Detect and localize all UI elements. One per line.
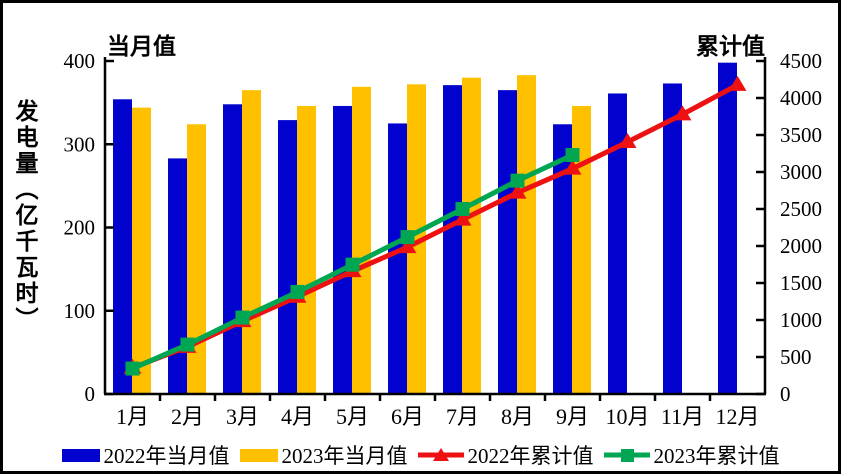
svg-text:300: 300: [64, 132, 96, 156]
svg-text:100: 100: [64, 299, 96, 323]
svg-text:11月: 11月: [661, 404, 704, 429]
svg-text:12月: 12月: [715, 404, 759, 429]
svg-text:0: 0: [85, 382, 96, 406]
legend-swatch-2022-monthly-bar: [61, 448, 100, 462]
svg-text:4500: 4500: [780, 49, 822, 73]
svg-text:9月: 9月: [556, 404, 589, 429]
legend: 2022年当月值 2023年当月值 2022年累计值 2023年累计值: [3, 440, 838, 470]
svg-text:4000: 4000: [780, 86, 822, 110]
legend-item-2022-monthly: 2022年当月值: [61, 440, 230, 470]
legend-label-2023-cumulative: 2023年累计值: [653, 444, 780, 468]
svg-text:2月: 2月: [171, 404, 204, 429]
svg-text:200: 200: [64, 216, 96, 240]
legend-swatch-2023-cumulative-line: [603, 447, 650, 463]
svg-text:10月: 10月: [605, 404, 649, 429]
svg-text:0: 0: [780, 382, 791, 406]
svg-text:500: 500: [780, 345, 812, 369]
svg-text:8月: 8月: [501, 404, 534, 429]
svg-text:5月: 5月: [336, 404, 369, 429]
svg-text:1000: 1000: [780, 308, 822, 332]
svg-text:2500: 2500: [780, 197, 822, 221]
svg-text:1500: 1500: [780, 271, 822, 295]
legend-label-2023-monthly: 2023年当月值: [281, 444, 408, 468]
legend-label-2022-cumulative: 2022年累计值: [467, 444, 594, 468]
svg-text:1月: 1月: [116, 404, 149, 429]
legend-item-2023-monthly: 2023年当月值: [239, 440, 408, 470]
legend-swatch-2023-monthly-bar: [239, 448, 278, 462]
svg-text:7月: 7月: [446, 404, 479, 429]
legend-item-2023-cumulative: 2023年累计值: [603, 440, 780, 470]
svg-text:4月: 4月: [281, 404, 314, 429]
right-axis-caption: 累计值: [696, 34, 765, 59]
chart-canvas: 0100200300400050010001500200025003000350…: [64, 49, 823, 429]
svg-text:2000: 2000: [780, 234, 822, 258]
left-axis-caption: 当月值: [107, 34, 176, 59]
legend-swatch-2022-cumulative-line: [417, 447, 464, 463]
y-axis-title: 发电量（亿千瓦时）: [12, 99, 37, 333]
svg-text:6月: 6月: [391, 404, 424, 429]
svg-text:3500: 3500: [780, 123, 822, 147]
svg-text:400: 400: [64, 49, 96, 73]
svg-text:3000: 3000: [780, 160, 822, 184]
svg-text:3月: 3月: [226, 404, 259, 429]
legend-item-2022-cumulative: 2022年累计值: [417, 440, 594, 470]
legend-label-2022-monthly: 2022年当月值: [103, 444, 230, 468]
